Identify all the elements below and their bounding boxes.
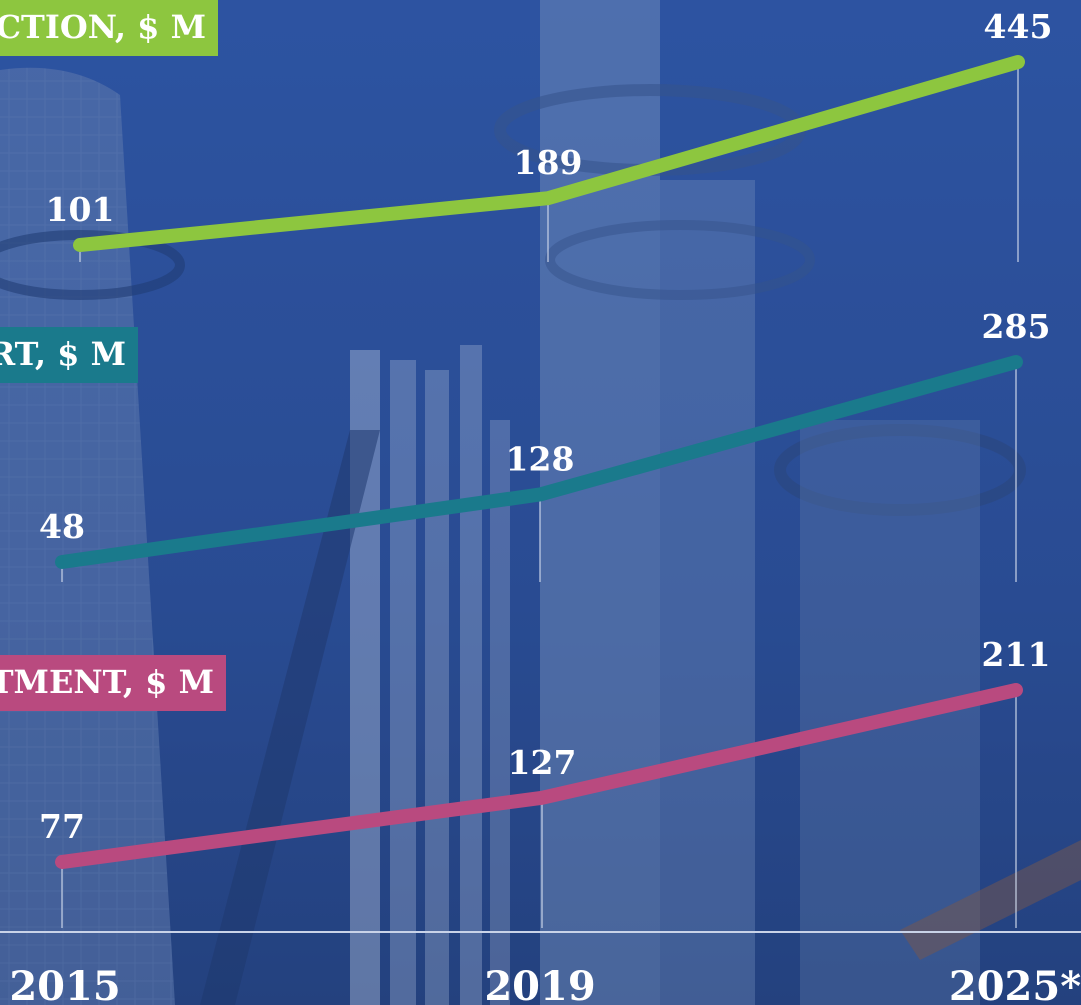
series-line-tment-m — [55, 683, 1023, 869]
data-label-tment-m-2: 211 — [982, 635, 1051, 674]
data-label-tment-m-1: 127 — [508, 743, 577, 782]
series-layer: 101 189 445 48 128 285 77 127 211 — [39, 7, 1052, 928]
data-label-ction-m-0: 101 — [46, 190, 115, 229]
data-label-tment-m-0: 77 — [39, 807, 85, 846]
data-label-ction-m-2: 445 — [984, 7, 1053, 46]
x-tick-label-2019: 2019 — [484, 963, 595, 1005]
series-line-ction-m — [73, 55, 1025, 252]
series-tag-rt-m: RT, $ M — [0, 327, 138, 383]
series-line-rt-m — [55, 355, 1023, 569]
data-label-rt-m-1: 128 — [506, 439, 575, 478]
data-label-ction-m-1: 189 — [514, 143, 583, 182]
series-tag-ction-m: CTION, $ M — [0, 0, 218, 56]
axis-layer: 2015 2019 2025* — [0, 931, 1081, 1005]
series-name-ction-m: CTION, $ M — [0, 8, 206, 46]
x-tick-label-2015: 2015 — [9, 963, 120, 1005]
series-tag-tment-m: TMENT, $ M — [0, 655, 226, 711]
series-name-rt-m: RT, $ M — [0, 335, 126, 373]
data-label-rt-m-2: 285 — [982, 307, 1051, 346]
x-tick-label-2025: 2025* — [949, 963, 1081, 1005]
data-label-rt-m-0: 48 — [39, 507, 85, 546]
series-name-tment-m: TMENT, $ M — [0, 663, 214, 701]
legend-layer: CTION, $ M RT, $ M TMENT, $ M — [0, 0, 226, 711]
